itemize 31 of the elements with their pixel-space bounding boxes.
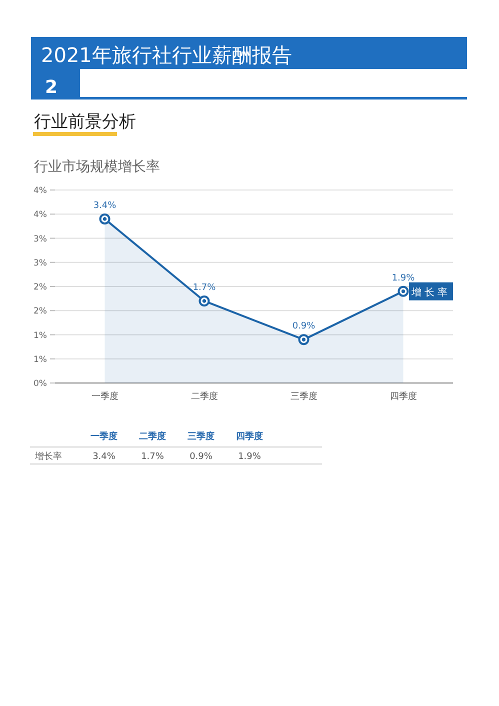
x-tick-label: 四季度 <box>390 391 417 402</box>
y-tick-label: 4% <box>34 186 47 196</box>
text: 1.7% <box>141 452 164 462</box>
y-tick-label: 2% <box>34 306 47 317</box>
category-label: 三季度 <box>188 432 214 442</box>
text: 1.9% <box>238 452 261 462</box>
y-tick-label: 4% <box>34 210 47 220</box>
y-tick-label: 1% <box>34 330 47 341</box>
y-tick-label: 3% <box>34 258 47 268</box>
data-label: 0.9% <box>292 322 316 332</box>
y-tick-label: 2% <box>34 282 47 292</box>
text: 行业前景分析 <box>34 112 136 132</box>
category-label: 二季度 <box>139 432 166 442</box>
chart-title: 行业市场规模增长率 <box>34 159 160 175</box>
category-label: 四季度 <box>236 432 263 442</box>
series-label: 增长率 <box>410 286 450 298</box>
text: 0.9% <box>190 452 212 462</box>
data-label: 1.7% <box>192 282 216 293</box>
text: 2 <box>45 77 58 98</box>
y-tick-label: 0% <box>34 379 47 389</box>
x-tick-label: 一季度 <box>91 391 118 402</box>
text: 3.4% <box>92 452 116 462</box>
data-label: 3.4% <box>93 200 117 211</box>
data-label: 1.9% <box>392 273 416 284</box>
text: 增长率 <box>35 452 62 462</box>
text: 2021年旅行社行业薪酬报告 <box>41 43 292 67</box>
category-label: 一季度 <box>90 432 118 442</box>
x-tick-label: 三季度 <box>290 391 318 402</box>
x-tick-label: 二季度 <box>190 391 218 402</box>
y-tick-label: 1% <box>34 354 47 365</box>
y-tick-label: 3% <box>34 234 47 244</box>
